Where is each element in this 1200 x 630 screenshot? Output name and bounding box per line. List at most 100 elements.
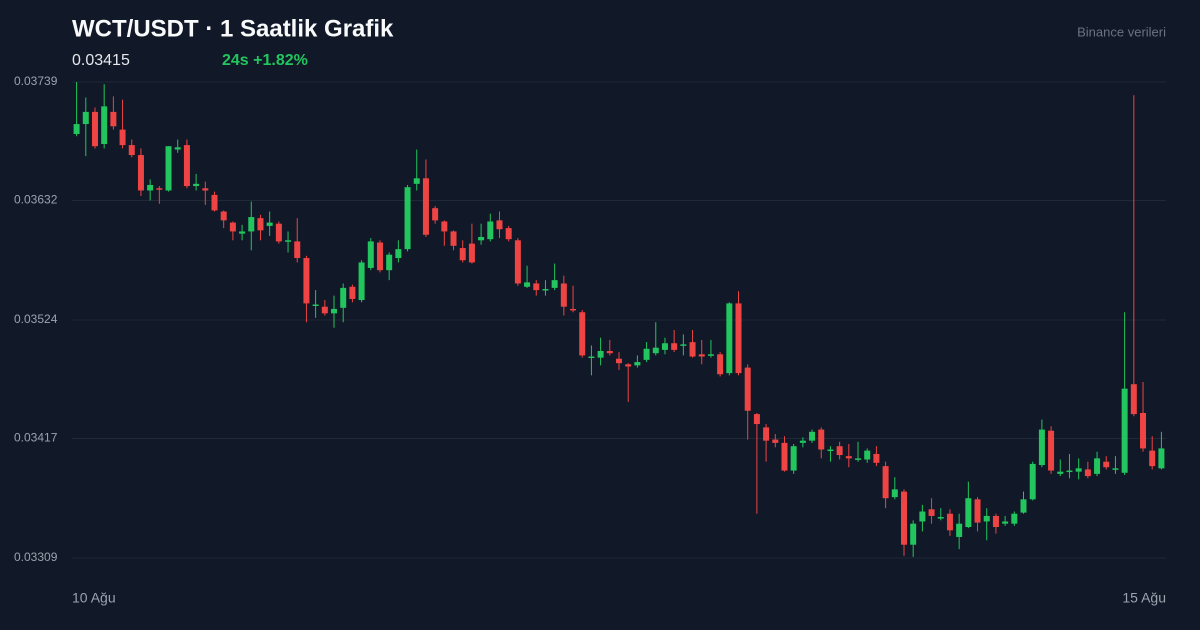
candle-body (1084, 469, 1091, 477)
candle-body (570, 308, 577, 311)
candle-body (459, 248, 466, 261)
candle-body (193, 183, 200, 187)
candle-body (707, 354, 714, 356)
candle-body (836, 446, 843, 456)
candle-body (1149, 450, 1156, 467)
candle-body (376, 242, 383, 271)
candle-body (73, 124, 80, 135)
candle-body (671, 343, 678, 350)
candle-body (652, 347, 659, 354)
candle-body (1038, 429, 1045, 466)
candle-body (331, 308, 338, 314)
candle-body (818, 429, 825, 450)
candle-body (965, 498, 972, 528)
candle-body (763, 427, 770, 441)
y-tick-label: 0.03632 (14, 193, 58, 207)
candle-body (285, 240, 292, 242)
candle-body (239, 231, 246, 234)
candle-body (275, 223, 282, 242)
candle-body (395, 249, 402, 259)
candle-body (450, 231, 457, 246)
candle-body (845, 456, 852, 459)
candle-body (101, 106, 108, 144)
candle-body (257, 218, 264, 231)
y-tick-label: 0.03309 (14, 550, 58, 564)
data-source: Binance verileri (1077, 24, 1166, 39)
candle-body (211, 194, 218, 211)
candle-body (827, 449, 834, 452)
candle-body (661, 343, 668, 350)
candle-body (983, 515, 990, 522)
candle-body (524, 282, 531, 287)
candle-body (110, 111, 117, 127)
candle-body (946, 513, 953, 531)
y-tick-label: 0.03417 (14, 431, 58, 445)
candle-body (312, 304, 319, 307)
candle-body (882, 466, 889, 499)
candle-body (119, 129, 126, 146)
candle-body (1075, 468, 1082, 472)
candle-body (505, 228, 512, 240)
candle-body (303, 258, 310, 304)
candle-body (579, 312, 586, 356)
candle-body (487, 221, 494, 240)
candle-body (1057, 471, 1064, 474)
candle-body (1094, 458, 1101, 474)
candle-body (1121, 388, 1128, 473)
candle-body (597, 350, 604, 358)
candle-body (1103, 461, 1110, 468)
candle-body (1011, 513, 1018, 524)
candle-body (726, 303, 733, 374)
candle-body (266, 222, 273, 226)
candle-body (202, 188, 209, 191)
candle-body (478, 236, 485, 241)
candle-body (864, 450, 871, 460)
candle-body (809, 431, 816, 441)
candle-body (496, 220, 503, 230)
candle-body (873, 453, 880, 463)
y-tick-label: 0.03524 (14, 312, 58, 326)
candle-body (358, 262, 365, 301)
candle-body (229, 222, 236, 232)
chart-title: WCT/USDT · 1 Saatlik Grafik (72, 15, 394, 42)
candle-body (1112, 468, 1119, 470)
candle-body (128, 145, 135, 156)
candle-body (1140, 412, 1147, 449)
candle-body (956, 523, 963, 537)
candle-body (900, 491, 907, 545)
candle-body (1066, 470, 1073, 473)
candle-body (422, 178, 429, 235)
candle-body (606, 350, 613, 354)
candle-body (542, 289, 549, 291)
candle-body (551, 280, 558, 288)
candle-body (220, 211, 227, 221)
candle-body (891, 489, 898, 498)
candle-body (772, 439, 779, 443)
candle-body (174, 147, 181, 150)
candle-body (367, 241, 374, 268)
candle-body (1130, 384, 1137, 415)
candle-body (165, 146, 172, 191)
candle-body (441, 221, 448, 232)
candle-body (974, 499, 981, 523)
candle-body (753, 414, 760, 425)
candle-body (156, 188, 163, 190)
candle-body (404, 187, 411, 250)
candle-body (634, 362, 641, 366)
candle-body (468, 243, 475, 263)
candle-body (790, 446, 797, 471)
candle-body (717, 354, 724, 375)
candle-body (321, 306, 328, 314)
candle-body (735, 303, 742, 374)
candle-body (698, 354, 705, 357)
candle-body (744, 367, 751, 411)
candle-body (588, 356, 595, 359)
x-tick-label: 15 Ağu (1122, 590, 1166, 606)
candle-body (1002, 521, 1009, 524)
candle-body (432, 208, 439, 221)
candle-body (781, 442, 788, 471)
candle-body (82, 111, 89, 125)
